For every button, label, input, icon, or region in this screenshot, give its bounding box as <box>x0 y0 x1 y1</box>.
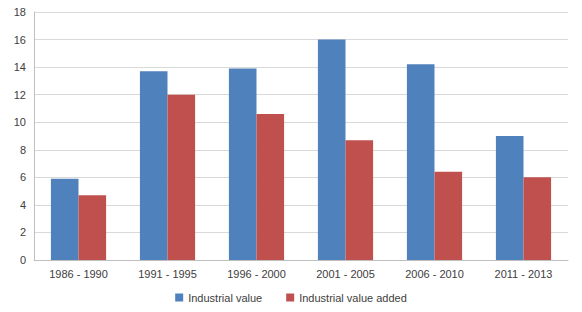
svg-text:4: 4 <box>20 199 26 211</box>
svg-text:6: 6 <box>20 171 26 183</box>
svg-text:10: 10 <box>14 116 26 128</box>
svg-text:16: 16 <box>14 34 26 46</box>
svg-text:1991 - 1995: 1991 - 1995 <box>138 268 197 280</box>
svg-text:2: 2 <box>20 226 26 238</box>
svg-text:Industrial value added: Industrial value added <box>299 292 407 304</box>
svg-text:2001 - 2005: 2001 - 2005 <box>316 268 375 280</box>
svg-text:1986 - 1990: 1986 - 1990 <box>49 268 108 280</box>
svg-text:Industrial value: Industrial value <box>188 292 262 304</box>
svg-text:0: 0 <box>20 254 26 266</box>
svg-text:14: 14 <box>14 61 26 73</box>
svg-text:12: 12 <box>14 89 26 101</box>
svg-text:8: 8 <box>20 144 26 156</box>
svg-text:2011 - 2013: 2011 - 2013 <box>495 268 553 280</box>
svg-text:2006 - 2010: 2006 - 2010 <box>405 268 464 280</box>
svg-text:18: 18 <box>14 6 26 18</box>
svg-text:1996 - 2000: 1996 - 2000 <box>227 268 286 280</box>
